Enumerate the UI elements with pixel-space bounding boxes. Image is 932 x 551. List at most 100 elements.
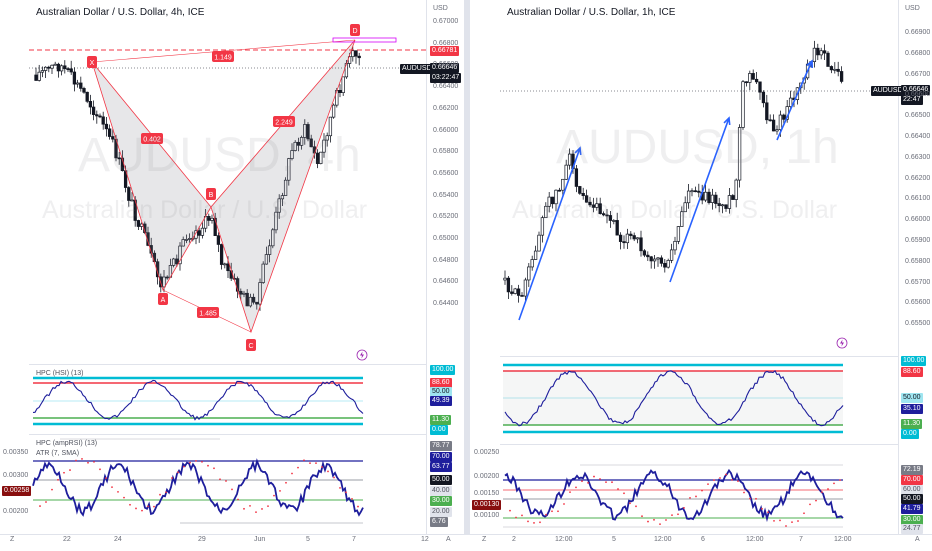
left-atr-dot [231,488,233,491]
right-candle-body [707,191,711,203]
right-price-tick: 0.66100 [905,195,931,203]
left-atr-dot [189,461,191,464]
left-corner-a[interactable]: A [446,536,451,543]
right-candle-body [537,234,541,252]
right-candle-body [544,205,548,219]
left-candle-body [223,263,227,266]
right-candle-body [510,291,514,294]
right-corner-z[interactable]: Z [482,536,487,543]
right-atr-dot [569,491,571,493]
left-amprsi-tick: 78.77 [430,441,452,451]
chart-divider [464,0,470,550]
left-atr-dot [297,466,299,469]
left-atr-dot [57,478,59,481]
right-atr-dot [671,514,673,517]
right-pane-separator-1[interactable] [500,356,898,357]
right-price-tick: 0.66000 [905,216,931,224]
left-candle-body [242,292,246,295]
right-atr-tick: 0.00150 [474,490,500,497]
left-time-label: 24 [114,536,122,543]
left-candle-body [210,217,214,221]
left-candle-body [40,70,45,73]
right-price-tick: 0.65500 [905,320,931,328]
left-atr-dot [159,493,161,496]
right-candle-body [574,168,579,187]
left-candle-body [69,68,73,73]
left-atr-title[interactable]: ATR (7, SMA) [36,450,80,457]
left-atr-dot [183,465,185,468]
right-candle-body [816,47,820,56]
pattern-point-badge [246,339,256,351]
right-pane-separator-2[interactable] [500,444,898,445]
right-atr-dot [839,479,841,482]
right-atr-dot [539,521,541,524]
left-atr-dot [117,490,119,493]
right-candle-body [676,226,681,242]
left-candle-body [347,56,352,64]
right-chart-title: Australian Dollar / U.S. Dollar, 1h, ICE [507,7,676,18]
right-atr-dot [653,518,655,521]
right-candle-body [503,277,507,281]
right-candle-body [669,249,674,261]
right-corner-a[interactable]: A [915,536,920,543]
left-hsi-title[interactable]: HPC (HSI) (13) [36,370,84,377]
pattern-point-label: D [352,28,357,35]
left-price-tick: 0.66800 [433,39,459,47]
left-amprsi-title[interactable]: HPC (ampRSI) (13) [36,440,98,447]
left-pane-separator-1[interactable] [29,364,426,365]
left-candle-body [338,89,342,93]
left-candle-body [219,244,224,265]
right-amprsi-line [504,468,844,523]
right-candle-body [618,234,623,242]
left-atr-dot [81,458,83,460]
left-atr-dot [243,507,245,510]
left-atr-dot [357,505,359,508]
right-candle-body [829,66,834,71]
left-amprsi-tick: 70.00 [430,452,452,462]
left-pane-separator-2[interactable] [29,434,426,435]
left-hsi-tick: 0.00 [430,425,448,435]
right-hsi-line [504,369,844,427]
right-atr-dot [785,525,787,527]
left-candle-body [351,50,355,58]
right-price-tick: 0.66200 [905,174,931,182]
left-candle-body [117,157,121,160]
right-candle-body [584,195,589,203]
right-candle-body [673,240,677,251]
left-atr-dot [147,505,149,508]
left-candle-body [264,254,269,265]
right-atr-dot [629,502,631,505]
right-candle-body [659,257,664,264]
pattern-ratio-badge [141,133,163,144]
left-corner-z[interactable]: Z [10,536,15,543]
right-time-label: 12:00 [834,536,852,543]
right-candle-body [506,277,511,293]
left-time-label: 12 [421,536,429,543]
right-candle-body [605,214,609,217]
right-price-scale[interactable] [898,0,932,534]
left-candle-body [287,158,291,181]
left-candle-body [175,258,179,265]
left-amprsi-tick: 6.76 [430,517,448,527]
left-candle-body [187,238,192,240]
right-candle-body [782,114,786,120]
right-hsi-tick: 11.30 [901,419,922,429]
left-time-label: 22 [63,536,71,543]
chart-canvas[interactable]: X A B C D 1.149 0.402 2.249 1.485 [0,0,932,534]
right-amprsi-tick: 30.00 [901,515,923,525]
left-candle-body [293,141,297,151]
left-atr-dot [105,477,107,480]
left-hsi-tick: 100.00 [430,365,456,375]
left-candle-body [255,301,259,305]
right-badge-price: 0.66646 [901,85,931,95]
left-amprsi-tick: 30.00 [430,496,452,506]
left-candle-body [325,135,329,141]
left-atr-dot [195,459,197,462]
right-atr-dot [563,503,565,505]
left-candle-body [178,245,182,265]
right-atr-dot [533,522,535,524]
time-axis[interactable] [0,534,932,551]
right-atr-dot [551,510,553,513]
right-candle-body [727,195,732,209]
right-atr-tick: 0.00250 [474,449,500,456]
